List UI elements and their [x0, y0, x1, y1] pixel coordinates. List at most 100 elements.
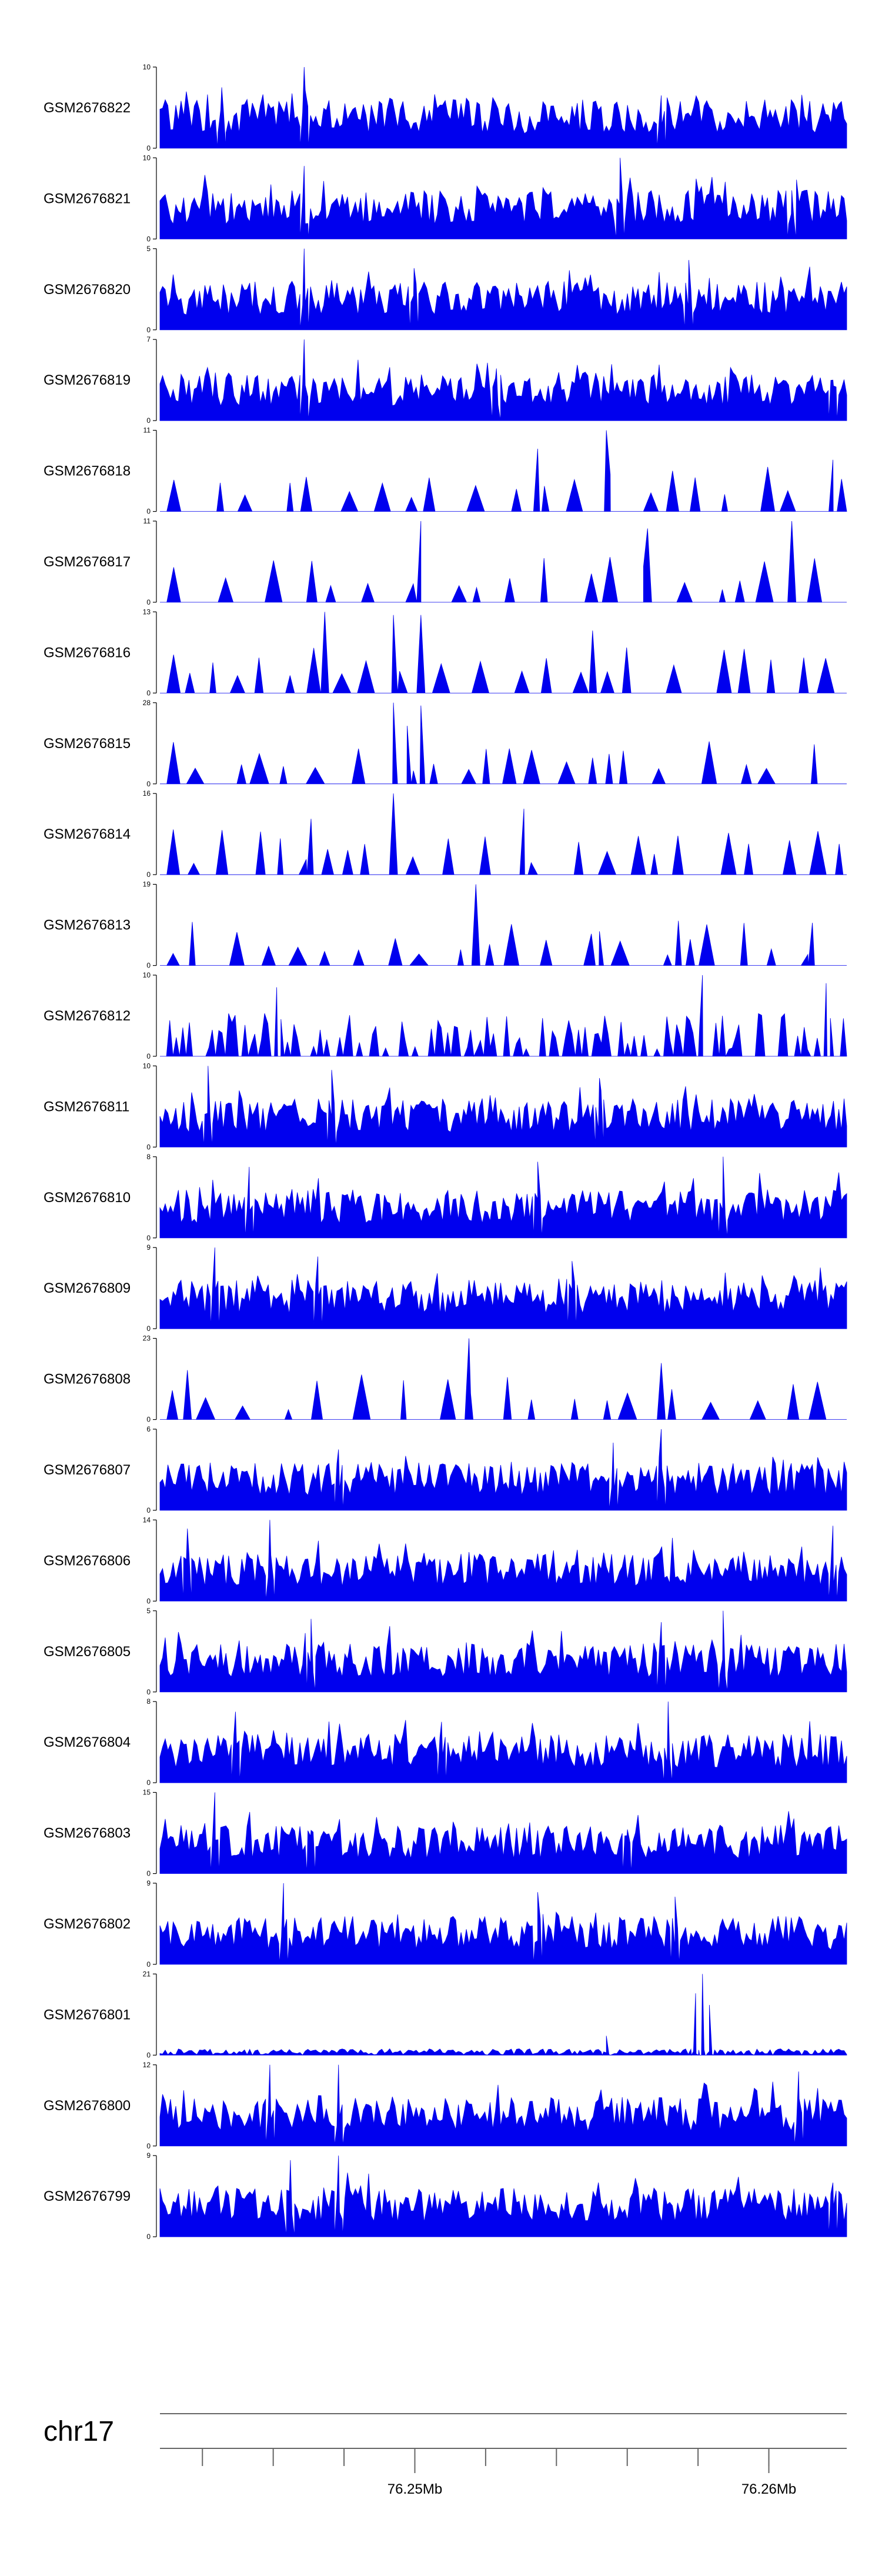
- track-label: GSM2676811: [44, 1099, 129, 1115]
- track-label: GSM2676803: [44, 1826, 131, 1841]
- track-signal-area: [159, 158, 847, 239]
- track-label: GSM2676821: [44, 191, 131, 206]
- track-GSM2676805: GSM2676805 5 0: [44, 1607, 847, 1696]
- track-ymax-label: 10: [143, 1062, 151, 1070]
- track-label: GSM2676812: [44, 1008, 131, 1024]
- track-ymax-label: 9: [146, 2151, 151, 2160]
- track-GSM2676822: GSM2676822 10 0: [44, 63, 847, 152]
- track-signal-area: [159, 1429, 847, 1511]
- track-ymin-label: 0: [146, 1416, 151, 1424]
- track-ymax-label: 28: [143, 699, 151, 707]
- track-ymin-label: 0: [146, 1234, 151, 1242]
- track-ymax-label: 11: [143, 426, 151, 435]
- track-ymin-label: 0: [146, 2051, 151, 2059]
- track-label: GSM2676815: [44, 736, 131, 752]
- track-signal-area: [159, 1792, 847, 1874]
- track-ymin-label: 0: [146, 1143, 151, 1151]
- track-label: GSM2676804: [44, 1734, 131, 1750]
- track-ymin-label: 0: [146, 1506, 151, 1514]
- track-signal-area: [159, 248, 847, 331]
- track-GSM2676803: GSM2676803 15 0: [44, 1788, 847, 1878]
- track-ymin-label: 0: [146, 1052, 151, 1060]
- track-label: GSM2676819: [44, 372, 131, 388]
- track-ymax-label: 21: [143, 1970, 151, 1978]
- track-GSM2676800: GSM2676800 12 0: [44, 2061, 847, 2150]
- track-ymax-label: 10: [143, 154, 151, 162]
- track-signal-area: [160, 612, 847, 693]
- track-GSM2676808: GSM2676808 23 0: [44, 1334, 847, 1424]
- track-signal-area: [159, 2155, 847, 2237]
- track-signal-area: [159, 1066, 847, 1147]
- track-ymin-label: 0: [146, 508, 151, 516]
- track-GSM2676813: GSM2676813 19 0: [44, 880, 847, 970]
- track-ymax-label: 13: [143, 608, 151, 616]
- genome-axis-ticks: 76.25Mb 76.26Mb: [202, 2448, 796, 2497]
- track-label: GSM2676818: [44, 463, 131, 479]
- track-signal-area: [159, 1974, 847, 2056]
- track-signal-area: [160, 1338, 847, 1420]
- track-label: GSM2676809: [44, 1280, 131, 1296]
- track-GSM2676815: GSM2676815 28 0: [44, 699, 847, 788]
- track-GSM2676820: GSM2676820 5 0: [44, 245, 847, 334]
- track-label: GSM2676807: [44, 1462, 131, 1478]
- track-signal-area: [159, 1520, 847, 1601]
- track-GSM2676817: GSM2676817 11 0: [44, 517, 847, 606]
- track-signal-area: [160, 520, 847, 603]
- track-label: GSM2676820: [44, 282, 131, 298]
- track-GSM2676809: GSM2676809 9 0: [44, 1243, 847, 1333]
- track-label: GSM2676822: [44, 100, 131, 116]
- track-label: GSM2676810: [44, 1190, 131, 1206]
- track-ymax-label: 10: [143, 971, 151, 979]
- track-ymax-label: 11: [143, 517, 151, 525]
- track-ymax-label: 6: [146, 1425, 151, 1433]
- track-signal-area: [159, 2064, 847, 2147]
- track-ymin-label: 0: [146, 235, 151, 243]
- track-ymin-label: 0: [146, 598, 151, 606]
- track-label: GSM2676813: [44, 917, 131, 933]
- track-signal-area: [160, 793, 847, 875]
- track-GSM2676819: GSM2676819 7 0: [44, 335, 847, 425]
- track-signal-area: [159, 1247, 847, 1329]
- track-ymin-label: 0: [146, 1960, 151, 1968]
- chromosome-label: chr17: [44, 2416, 114, 2447]
- track-ymax-label: 7: [146, 335, 151, 343]
- track-ymin-label: 0: [146, 780, 151, 788]
- track-GSM2676816: GSM2676816 13 0: [44, 608, 847, 697]
- track-GSM2676804: GSM2676804 8 0: [44, 1697, 847, 1787]
- track-GSM2676818: GSM2676818 11 0: [44, 426, 847, 516]
- track-label: GSM2676808: [44, 1372, 131, 1387]
- track-ymin-label: 0: [146, 2233, 151, 2241]
- track-ymin-label: 0: [146, 1324, 151, 1333]
- track-ymax-label: 23: [143, 1334, 151, 1343]
- track-GSM2676799: GSM2676799 9 0: [44, 2151, 847, 2241]
- track-signal-area: [159, 1883, 847, 1965]
- track-ymax-label: 14: [143, 1516, 151, 1524]
- track-ymax-label: 19: [143, 880, 151, 889]
- track-signal-area: [160, 975, 847, 1057]
- track-GSM2676814: GSM2676814 16 0: [44, 789, 847, 879]
- track-label: GSM2676802: [44, 1916, 131, 1932]
- track-ymax-label: 16: [143, 789, 151, 798]
- track-ymin-label: 0: [146, 689, 151, 697]
- track-ymin-label: 0: [146, 1597, 151, 1605]
- track-ymax-label: 12: [143, 2061, 151, 2069]
- track-ymin-label: 0: [146, 870, 151, 879]
- track-signal-area: [160, 430, 847, 512]
- track-GSM2676821: GSM2676821 10 0: [44, 154, 847, 243]
- track-GSM2676810: GSM2676810 8 0: [44, 1153, 847, 1242]
- genome-tick-label: 76.25Mb: [387, 2481, 442, 2497]
- track-signal-area: [159, 339, 847, 421]
- genome-axis: chr17 76.25Mb 76.26Mb: [44, 2413, 847, 2497]
- track-GSM2676812: GSM2676812 10 0: [44, 971, 847, 1060]
- track-label: GSM2676799: [44, 2188, 131, 2204]
- track-label: GSM2676814: [44, 826, 131, 842]
- track-signal-area: [159, 1701, 847, 1783]
- track-ymax-label: 9: [146, 1879, 151, 1887]
- track-ymin-label: 0: [146, 416, 151, 425]
- track-ymax-label: 8: [146, 1153, 151, 1161]
- track-GSM2676801: GSM2676801 21 0: [44, 1970, 847, 2059]
- signal-tracks: GSM2676822100GSM2676821100GSM267682050GS…: [44, 63, 847, 2241]
- track-ymin-label: 0: [146, 1688, 151, 1696]
- track-label: GSM2676816: [44, 645, 131, 660]
